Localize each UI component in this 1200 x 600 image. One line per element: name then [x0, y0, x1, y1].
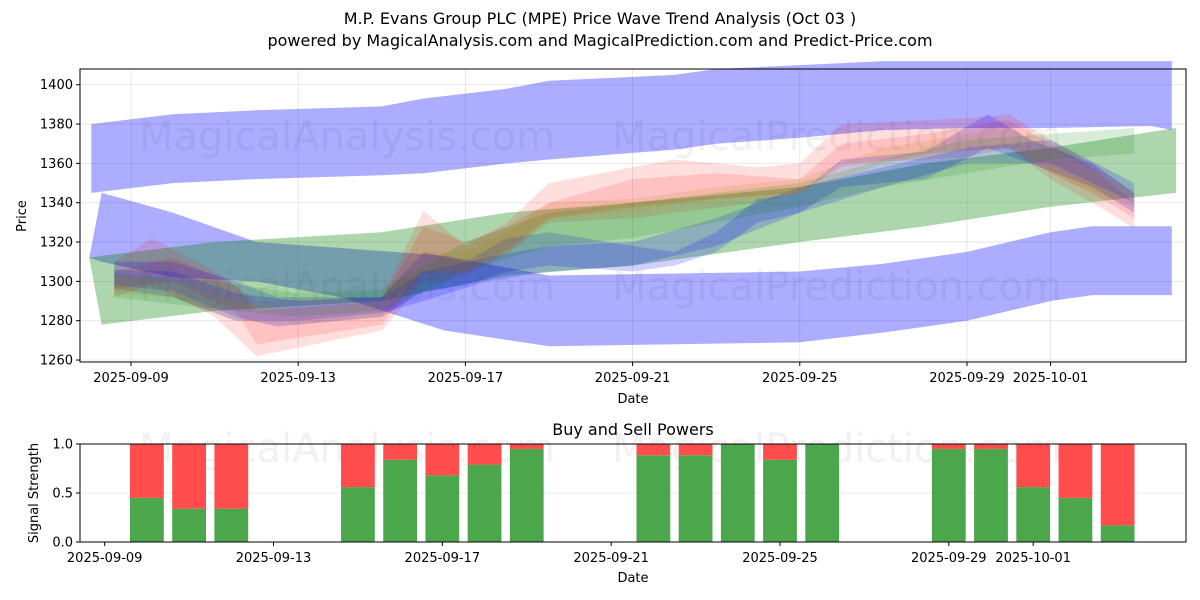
signal-y-tick-label: 0.5 — [52, 487, 73, 502]
main-y-axis-label: Price — [15, 200, 30, 232]
main-y-tick-label: 1300 — [40, 275, 73, 290]
buy-power-bar — [931, 448, 966, 542]
price-path-band-red-2 — [114, 120, 1135, 345]
sell-power-bar — [130, 444, 164, 498]
buy-power-bar — [1016, 487, 1051, 542]
signal-x-tick-label: 2025-09-13 — [236, 551, 312, 566]
sell-power-bar — [341, 444, 375, 488]
signal-y-tick-label: 1.0 — [52, 438, 73, 453]
price-path-band-orange-1 — [114, 128, 1135, 325]
sell-power-bar — [425, 444, 460, 476]
sell-power-bar — [1058, 444, 1093, 498]
main-x-axis-label: Date — [617, 392, 648, 407]
buy-power-bar — [214, 508, 249, 542]
signal-x-tick-label: 2025-09-09 — [67, 551, 143, 566]
signal-x-axis: 2025-09-09 2025-09-13 2025-09-17 2025-09-21… — [67, 542, 1071, 566]
signal-y-axis-label: Signal Strength — [27, 443, 42, 543]
main-y-tick-label: 1400 — [40, 78, 73, 93]
watermark-text: MagicalPrediction.com — [612, 114, 1062, 160]
main-y-tick-label: 1380 — [40, 118, 73, 133]
lower-wave-band — [89, 192, 1172, 347]
sell-power-bar — [636, 444, 671, 456]
main-x-axis: 2025-09-09 2025-09-13 2025-09-17 2025-09-21… — [93, 362, 1088, 386]
buy-power-bar — [383, 459, 418, 542]
upper-wave-band — [91, 61, 1172, 193]
buy-power-bar — [341, 487, 375, 542]
buy-power-bar — [805, 444, 840, 542]
buy-power-bar — [509, 448, 544, 542]
sell-power-bar — [467, 444, 502, 465]
signal-x-tick-label: 2025-10-01 — [995, 551, 1071, 566]
wave-bands — [89, 61, 1177, 357]
main-x-tick-label: 2025-09-25 — [762, 371, 838, 386]
main-y-tick-label: 1280 — [40, 314, 73, 329]
buy-sell-panel: Buy and Sell Powers MagicalAnalysis.comM… — [27, 420, 1187, 586]
signal-y-tick-label: 0.0 — [52, 536, 73, 551]
buy-power-bar — [130, 497, 164, 542]
watermark-text: MagicalPrediction.com — [612, 264, 1062, 310]
buy-power-bar — [1100, 525, 1135, 542]
sell-power-bar — [678, 444, 713, 456]
main-gridlines — [80, 69, 1186, 362]
sell-power-bar — [931, 444, 966, 449]
buy-power-bar — [425, 475, 460, 542]
main-x-tick-label: 2025-09-17 — [428, 371, 504, 386]
signal-x-axis-label: Date — [617, 571, 648, 586]
sell-power-bar — [509, 444, 544, 449]
trend-channel-band — [89, 128, 1177, 325]
sell-power-bar — [1100, 444, 1135, 526]
main-y-tick-label: 1320 — [40, 236, 73, 251]
buy-power-bar — [467, 464, 502, 542]
chart-subtitle: powered by MagicalAnalysis.com and Magic… — [267, 31, 933, 50]
sell-power-bar — [214, 444, 249, 509]
main-x-tick-label: 2025-10-01 — [1013, 371, 1089, 386]
signal-chart-title: Buy and Sell Powers — [552, 420, 714, 439]
sell-power-bar — [172, 444, 206, 509]
signal-x-tick-label: 2025-09-25 — [742, 551, 818, 566]
main-watermarks: MagicalAnalysis.com MagicalPrediction.com… — [139, 114, 1062, 310]
main-y-tick-label: 1260 — [40, 354, 73, 369]
signal-x-tick-label: 2025-09-29 — [911, 551, 987, 566]
main-x-tick-label: 2025-09-13 — [260, 371, 336, 386]
watermark-text: MagicalAnalysis.com — [139, 114, 555, 160]
price-path-band-blue-2 — [114, 139, 1135, 321]
price-wave-panel: MagicalAnalysis.com MagicalPrediction.com… — [15, 61, 1187, 407]
buy-power-bar — [763, 459, 797, 542]
buy-power-bar — [974, 448, 1008, 542]
price-path-band-blue-1 — [114, 114, 1135, 327]
buy-power-bar — [1058, 497, 1093, 542]
main-y-tick-label: 1340 — [40, 196, 73, 211]
price-path-band-red-1 — [114, 114, 1135, 357]
signal-y-axis: 0.0 0.5 1.0 — [52, 438, 80, 551]
main-y-axis: 1260 1280 1300 1320 1340 1360 1380 1400 — [40, 78, 80, 369]
signal-x-tick-label: 2025-09-21 — [573, 551, 649, 566]
signal-x-tick-label: 2025-09-17 — [405, 551, 481, 566]
price-path-band-green-1 — [114, 128, 1135, 317]
main-y-tick-label: 1360 — [40, 157, 73, 172]
buy-power-bar — [172, 508, 206, 542]
sell-power-bar — [383, 444, 418, 460]
chart-title: M.P. Evans Group PLC (MPE) Price Wave Tr… — [343, 9, 857, 28]
sell-power-bar — [974, 444, 1008, 449]
buy-power-bar — [720, 444, 755, 542]
watermark-text: MagicalAnalysis.com — [139, 264, 555, 310]
buy-power-bar — [678, 455, 713, 542]
signal-bars — [130, 444, 1135, 542]
main-x-tick-label: 2025-09-09 — [93, 371, 169, 386]
sell-power-bar — [1016, 444, 1051, 488]
main-x-tick-label: 2025-09-29 — [929, 371, 1005, 386]
sell-power-bar — [763, 444, 797, 460]
buy-power-bar — [636, 455, 671, 542]
main-x-tick-label: 2025-09-21 — [595, 371, 671, 386]
